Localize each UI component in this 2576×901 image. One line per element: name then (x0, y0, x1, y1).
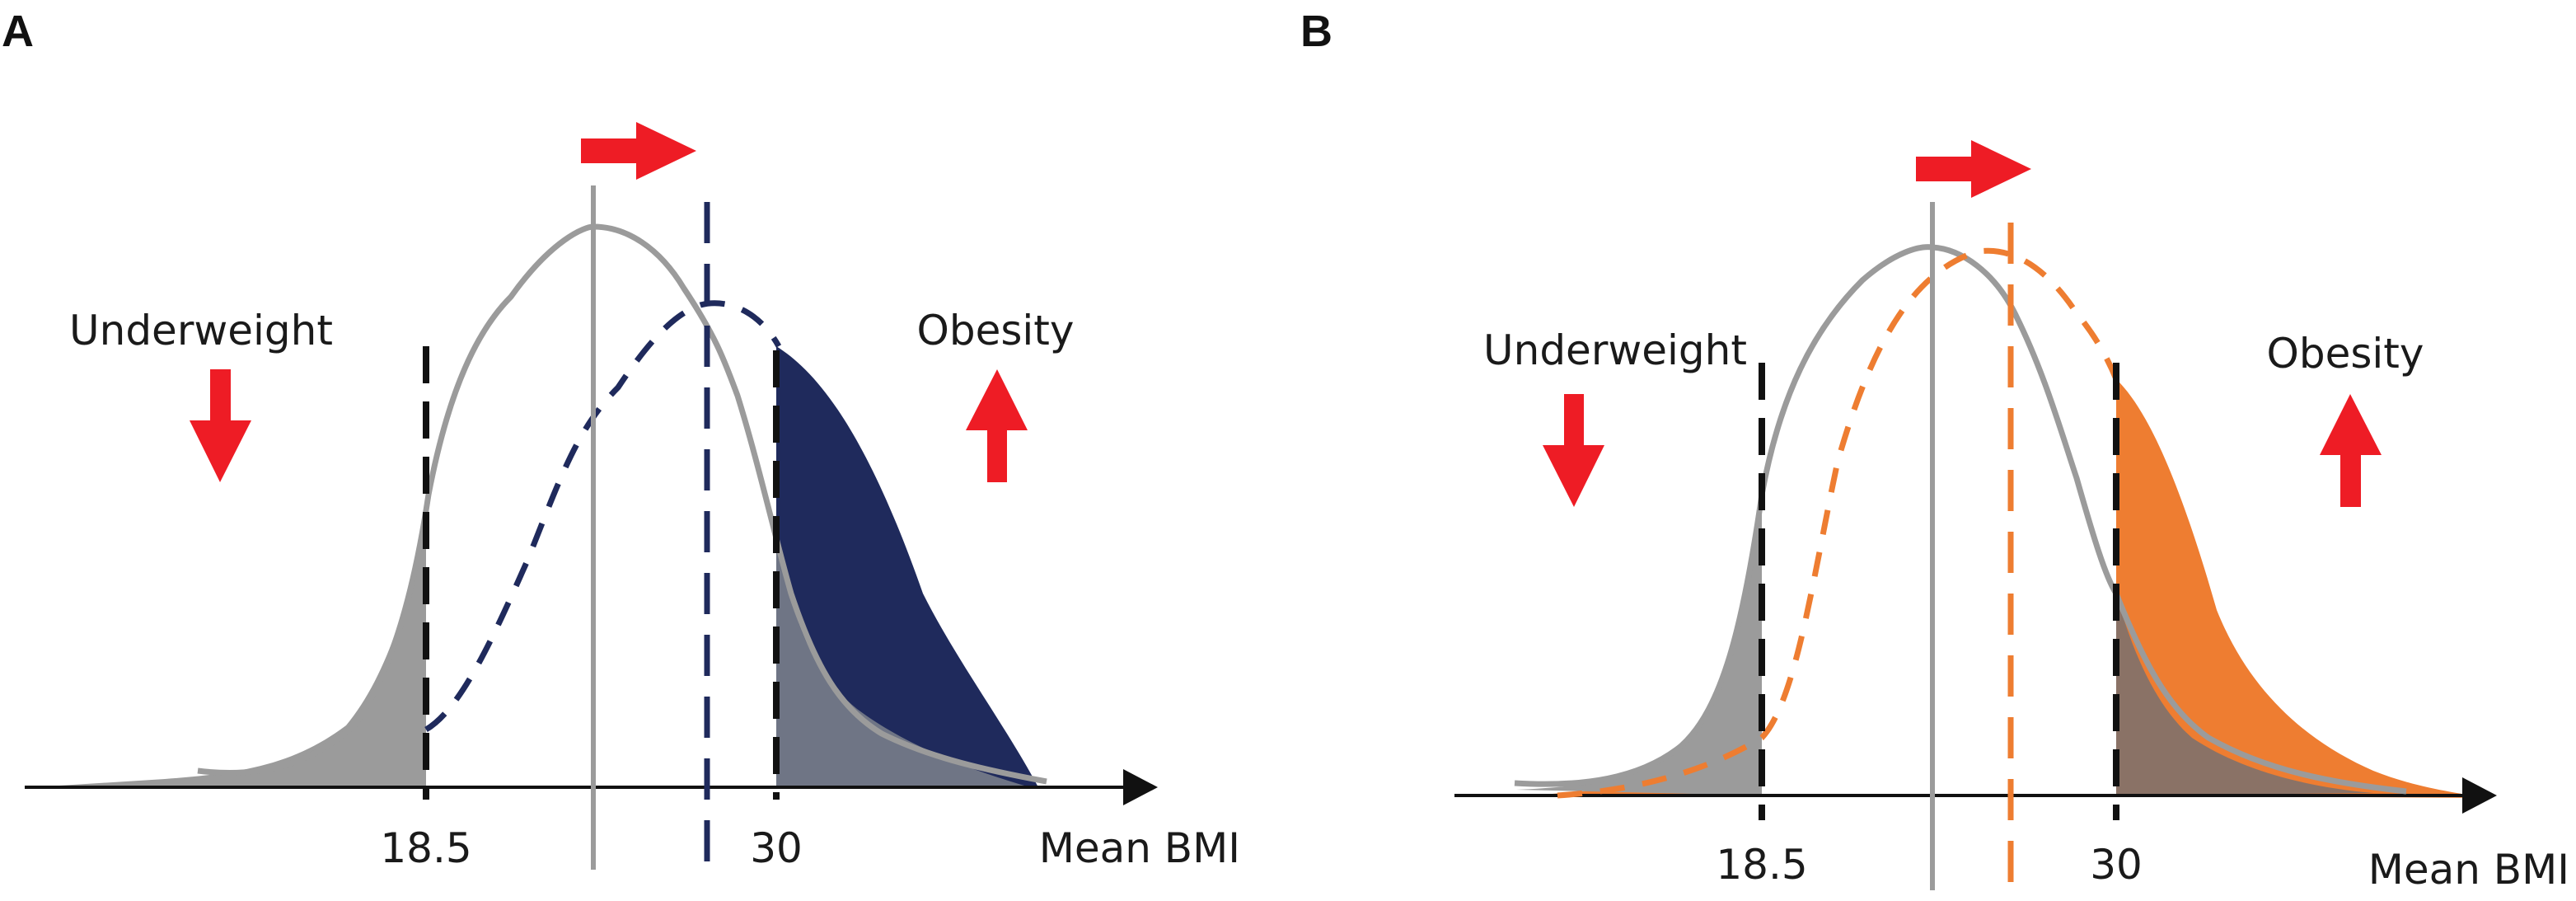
panel-a-underweight-down-arrow-icon (190, 369, 251, 482)
panel-a-baseline-curve (197, 223, 1047, 785)
panel-b-obesity-up-arrow-icon (2320, 394, 2382, 507)
panel-a: A 18.5 30 Mean BMI Underweight Obesity (2, 7, 1240, 872)
panel-b-x-axis-arrowhead (2462, 777, 2497, 814)
panel-a-threshold-low-label: 18.5 (380, 824, 471, 872)
panel-b-underweight-label: Underweight (1483, 326, 1747, 374)
panel-a-letter: A (2, 7, 34, 56)
panel-a-axis-label: Mean BMI (1039, 824, 1240, 872)
panel-a-x-axis-arrowhead (1123, 769, 1158, 805)
panel-a-threshold-high-label: 30 (750, 824, 803, 872)
panel-b-shifted-curve (1557, 247, 2119, 799)
panel-b-baseline-high-tail-fill (2116, 594, 2373, 795)
panel-a-baseline-low-tail-fill (33, 511, 426, 787)
panel-b-obesity-label: Obesity (2267, 330, 2424, 378)
panel-b-threshold-low-label: 18.5 (1716, 841, 1807, 889)
panel-a-shift-right-arrow-icon (581, 122, 696, 180)
panel-a-baseline-high-tail-fill (776, 528, 1030, 787)
panel-a-shifted-curve (424, 300, 782, 733)
panel-a-underweight-label: Underweight (69, 307, 333, 354)
panel-a-obesity-label: Obesity (917, 307, 1075, 354)
panel-b-axis-label: Mean BMI (2368, 846, 2569, 894)
panel-b-underweight-down-arrow-icon (1543, 394, 1604, 507)
panel-a-obesity-up-arrow-icon (966, 369, 1028, 482)
panel-b-shifted-high-tail-fill (2116, 379, 2489, 798)
panel-a-shifted-high-tail-fill (776, 346, 1038, 787)
panel-b: B 18.5 30 Mean BMI Underweight Obesity (1300, 7, 2569, 899)
panel-b-baseline-low-tail-fill (1516, 495, 1762, 795)
panel-b-shift-right-arrow-icon (1916, 140, 2031, 198)
panel-b-threshold-high-label: 30 (2090, 841, 2143, 889)
panel-b-letter: B (1300, 7, 1332, 56)
